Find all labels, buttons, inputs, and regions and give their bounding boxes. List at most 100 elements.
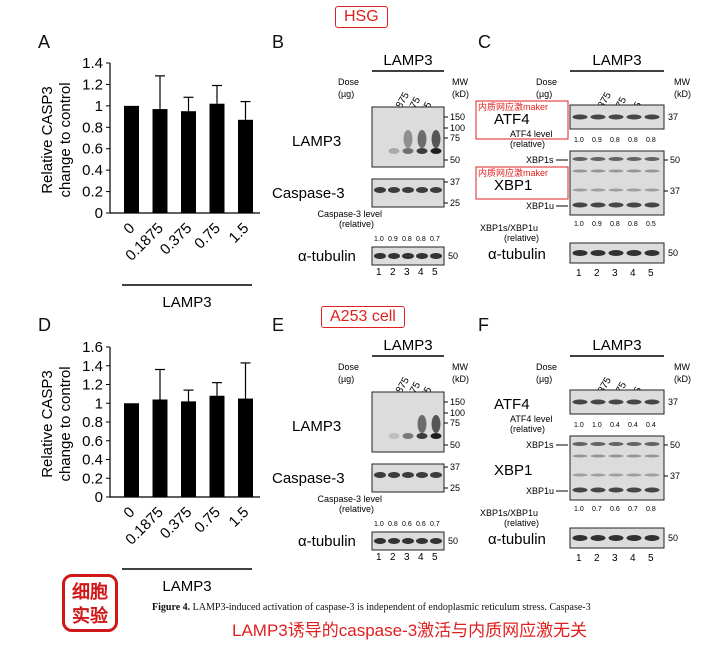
xbp1-band [644,188,660,192]
y-tick-label: 0 [95,205,103,222]
lamp3-band [430,433,442,439]
xbp1s-band [590,157,606,161]
xbp1-ratio-value: 0.8 [610,221,620,228]
mw-unit: (kD) [674,89,691,99]
atf4-level-value: 1.0 [574,137,584,144]
lane-number: 2 [594,268,600,279]
lane-number: 2 [390,552,396,563]
xbp1-ratio-value: 1.0 [574,506,584,513]
lane-number: 5 [648,553,654,564]
xbp1s-label: XBP1s [526,440,554,450]
caspase3-level-label: Caspase-3 level [317,494,382,504]
xbp1-band [644,454,660,458]
mw-label: 25 [450,483,460,493]
xbp1-band [608,454,624,458]
lamp3-band [388,148,400,154]
y-tick-label: 1 [95,395,103,412]
xbp1-ratio-unit: (relative) [504,233,539,243]
mw-unit: (kD) [674,374,691,384]
xbp1s-band [608,157,624,161]
atf4-level-unit: (relative) [510,424,545,434]
tubulin-band [402,253,414,259]
y-tick-label: 0.6 [82,433,103,450]
x-tick-label: 0.75 [191,220,224,253]
caspase3-band [388,187,400,193]
lane-number: 1 [576,553,582,564]
bar [152,109,168,213]
caspase3-band [430,187,442,193]
lane-number: 3 [612,553,618,564]
xbp1s-band [608,442,624,446]
atf4-band [608,114,624,120]
xbp1s-band [572,157,588,161]
tubulin-band [590,250,606,256]
caspase3-band [402,187,414,193]
mw-label: 50 [670,440,680,450]
xbp1u-band [590,487,606,493]
lamp3-band [416,433,428,439]
x-tick-label: 0.75 [191,504,224,537]
bar [209,395,225,497]
xbp1-band [644,169,660,173]
lamp3-smear [431,130,441,148]
mw-title: MW [452,362,468,372]
xbp1u-band [608,202,624,208]
lane-number: 5 [648,268,654,279]
x-tick-label: 1.5 [226,504,253,531]
mw-title: MW [674,77,690,87]
mw-label: 37 [668,112,678,122]
x-tick-label: 0 [120,504,138,522]
xbp1-band [572,454,588,458]
panel-letter-f: F [478,315,489,335]
y-axis-label-line-2: change to control [57,82,74,197]
western-blot-c: LAMP300.18750.3750.751.5Dose(µg)MW(kD)AT… [475,52,691,279]
y-tick-label: 0.2 [82,184,103,201]
xbp1u-band [644,487,660,493]
tubulin-band [402,538,414,544]
xbp1-band [608,169,624,173]
xbp1-row-label: XBP1 [494,462,532,479]
panel-letter-d: D [38,315,51,335]
mw-label: 25 [450,198,460,208]
tubulin-band [572,535,588,541]
y-tick-label: 0.4 [82,452,103,469]
tubulin-band [590,535,606,541]
caspase3-band [416,187,428,193]
y-axis-label-line-1: Relative CASP3 [39,370,56,478]
lamp3-header: LAMP3 [592,52,641,69]
caspase3-level-unit: (relative) [339,219,374,229]
y-tick-label: 1.6 [82,339,103,356]
atf4-band [572,114,588,120]
tubulin-band [644,250,660,256]
mw-label: 37 [450,177,460,187]
lamp3-smear [431,415,441,433]
panel-letter-e: E [272,315,285,335]
atf4-level-value: 1.0 [592,422,602,429]
xbp1u-label: XBP1u [526,486,554,496]
xbp1-band [590,188,606,192]
chinese-caption: LAMP3诱导的caspase-3激活与内质网应激无关 [232,621,588,640]
lamp3-band [416,148,428,154]
panel-letter-b: B [272,32,285,52]
dose-title: Dose [338,77,359,87]
y-tick-label: 0.4 [82,162,103,179]
dose-title: Dose [536,362,557,372]
xbp1-band [572,473,588,477]
atf4-band [572,399,588,405]
caption-text: LAMP3-induced activation of caspase-3 is… [192,602,591,613]
xbp1-row-label: XBP1 [494,177,532,194]
xbp1u-band [644,202,660,208]
lane-number: 4 [630,268,636,279]
tubulin-row-label: α-tubulin [298,248,356,265]
dose-title: Dose [536,77,557,87]
xbp1-band [608,473,624,477]
y-axis-label-line-1: Relative CASP3 [39,86,56,194]
tubulin-row-label: α-tubulin [488,246,546,263]
xbp1-band [608,188,624,192]
y-tick-label: 1.4 [82,358,103,375]
xbp1-band [626,169,642,173]
figure-number: Figure 4. [152,602,191,613]
xbp1s-band [590,442,606,446]
xbp1u-band [590,202,606,208]
mw-label: 37 [450,462,460,472]
